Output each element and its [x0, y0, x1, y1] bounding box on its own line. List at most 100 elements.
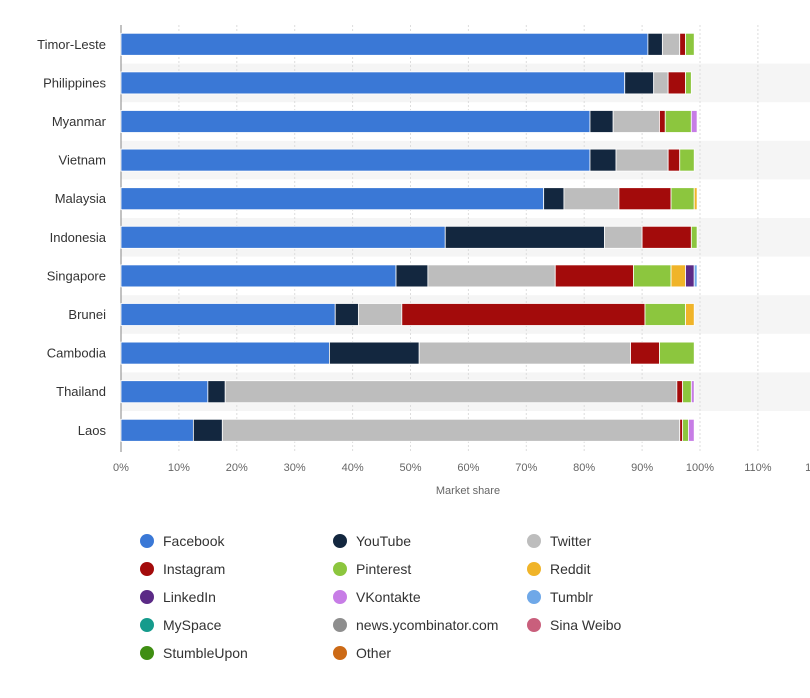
bar-segment[interactable] — [647, 32, 663, 56]
bar-segment[interactable] — [120, 71, 626, 95]
bar-segment[interactable] — [641, 225, 692, 249]
legend-item[interactable]: LinkedIn — [140, 586, 216, 608]
legend-item[interactable]: Reddit — [527, 558, 590, 580]
bar-segment[interactable] — [120, 187, 545, 211]
bar-segment[interactable] — [682, 418, 689, 442]
legend-item[interactable]: VKontakte — [333, 586, 421, 608]
bar-segment[interactable] — [612, 110, 660, 133]
bar-segment[interactable] — [661, 32, 681, 56]
bar-segment[interactable] — [670, 264, 686, 288]
legend-label: Twitter — [550, 533, 592, 549]
bar-segment[interactable] — [329, 341, 420, 365]
bar-segment[interactable] — [693, 187, 698, 211]
bar-segment[interactable] — [633, 264, 672, 288]
bar-segment[interactable] — [693, 264, 698, 288]
bar-segment[interactable] — [676, 380, 684, 404]
bar-segment[interactable] — [120, 303, 336, 326]
legend-swatch — [333, 534, 347, 548]
bar-segment[interactable] — [192, 418, 223, 442]
bar-segment[interactable] — [543, 187, 565, 211]
bar-segment[interactable] — [120, 110, 591, 133]
bar-segment[interactable] — [682, 380, 692, 404]
legend-swatch — [140, 534, 154, 548]
bar-segment[interactable] — [659, 110, 666, 133]
legend-item[interactable]: Instagram — [140, 558, 225, 580]
category-label: Cambodia — [47, 346, 107, 361]
category-label: Malaysia — [55, 191, 107, 206]
legend-label: Tumblr — [550, 589, 594, 605]
bar-segment[interactable] — [653, 71, 669, 95]
bar-segment[interactable] — [221, 418, 681, 442]
bar-segment[interactable] — [334, 303, 359, 326]
legend-item[interactable]: Tumblr — [527, 586, 593, 608]
legend-swatch — [140, 618, 154, 632]
bar-segment[interactable] — [401, 303, 646, 326]
legend-swatch — [140, 562, 154, 576]
legend-item[interactable]: Twitter — [527, 530, 591, 552]
legend-item[interactable]: Pinterest — [333, 558, 411, 580]
bar-segment[interactable] — [120, 225, 446, 249]
bar-segment[interactable] — [688, 418, 695, 442]
legend-item[interactable]: Facebook — [140, 530, 224, 552]
bar-segment[interactable] — [644, 303, 686, 326]
legend-item[interactable]: YouTube — [333, 530, 411, 552]
bar-segment[interactable] — [120, 264, 397, 288]
bar-segment[interactable] — [120, 148, 591, 172]
bar-segment[interactable] — [667, 71, 686, 95]
legend-swatch — [333, 618, 347, 632]
bar-segment[interactable] — [444, 225, 605, 249]
bar-segment[interactable] — [670, 187, 695, 211]
legend-item[interactable]: news.ycombinator.com — [333, 614, 498, 636]
bar-segment[interactable] — [224, 380, 678, 404]
bar-segment[interactable] — [589, 110, 614, 133]
legend-swatch — [140, 590, 154, 604]
bar-segment[interactable] — [357, 303, 403, 326]
bar-segment[interactable] — [685, 303, 695, 326]
legend-label: VKontakte — [356, 589, 421, 605]
bar-segment[interactable] — [120, 380, 209, 404]
legend-label: Other — [356, 645, 392, 661]
bar-segment[interactable] — [207, 380, 226, 404]
legend-item[interactable]: Sina Weibo — [527, 614, 621, 636]
bar-segment[interactable] — [685, 264, 695, 288]
x-tick-label: 100% — [686, 462, 714, 474]
bar-segment[interactable] — [120, 418, 194, 442]
legend-label: news.ycombinator.com — [356, 617, 499, 633]
bar-segment[interactable] — [685, 71, 692, 95]
bar-segment[interactable] — [690, 380, 695, 404]
bar-segment[interactable] — [589, 148, 617, 172]
bar-segment[interactable] — [630, 341, 660, 365]
bar-segment[interactable] — [659, 341, 695, 365]
bar-segment[interactable] — [685, 32, 695, 56]
bar-segment[interactable] — [664, 110, 692, 133]
bar-segment[interactable] — [667, 148, 681, 172]
bar-segment[interactable] — [618, 187, 672, 211]
legend-item[interactable]: MySpace — [140, 614, 221, 636]
bar-segment[interactable] — [604, 225, 643, 249]
bar-segment[interactable] — [679, 418, 684, 442]
bar-segment[interactable] — [563, 187, 620, 211]
bar-segment[interactable] — [418, 341, 631, 365]
bar-segment[interactable] — [395, 264, 429, 288]
bar-segment[interactable] — [679, 148, 695, 172]
category-label: Laos — [78, 423, 107, 438]
bar-segment[interactable] — [554, 264, 634, 288]
bar-segment[interactable] — [624, 71, 655, 95]
category-label: Indonesia — [50, 230, 107, 245]
bar-segment[interactable] — [615, 148, 669, 172]
x-tick-label: 20% — [226, 462, 248, 474]
x-tick-label: 70% — [515, 462, 537, 474]
category-label: Myanmar — [52, 114, 107, 129]
legend-item[interactable]: StumbleUpon — [140, 642, 248, 664]
bar-segment[interactable] — [690, 225, 698, 249]
bar-segment[interactable] — [120, 341, 330, 365]
bar-segment[interactable] — [120, 32, 649, 56]
bar-segment[interactable] — [690, 110, 698, 133]
x-tick-label: 10% — [168, 462, 190, 474]
legend-item[interactable]: Other — [333, 642, 391, 664]
bar-segment[interactable] — [679, 32, 686, 56]
bar-segment[interactable] — [427, 264, 556, 288]
x-tick-label: 60% — [457, 462, 479, 474]
legend-swatch — [527, 590, 541, 604]
x-tick-label: 12... — [805, 462, 810, 474]
